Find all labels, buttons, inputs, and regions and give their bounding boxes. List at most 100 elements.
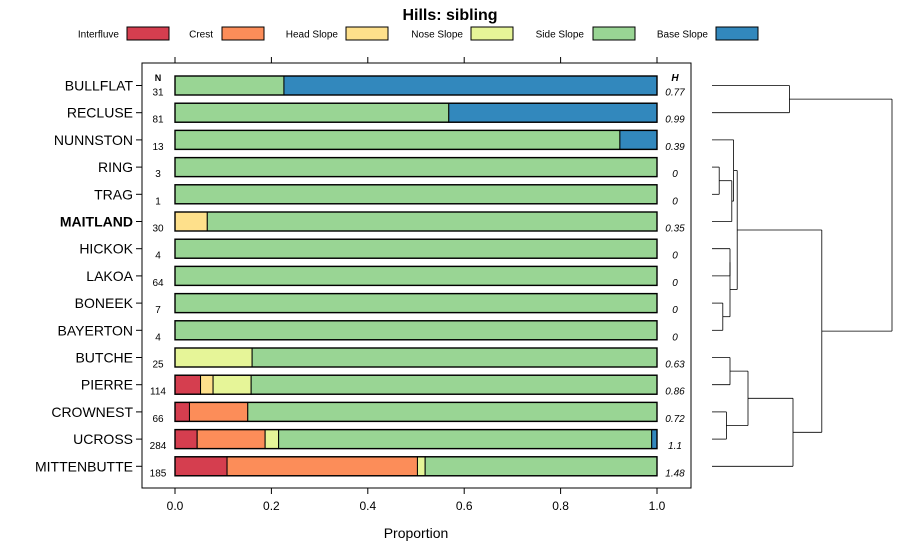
category-label-trag: TRAG [94, 186, 133, 202]
n-value-8: 7 [155, 305, 161, 316]
bar-outline-2 [174, 129, 658, 151]
bar-outline-4 [174, 184, 658, 205]
n-value-4: 1 [155, 196, 161, 207]
category-label-pierre: PIERRE [81, 377, 133, 393]
bar-segment-maitland-4 [206, 211, 658, 232]
category-label-ucross: UCROSS [73, 431, 133, 447]
bar-segment-recluse-5 [448, 102, 658, 123]
x-tick-label-1: 0.2 [263, 499, 280, 513]
legend-label-0: Interfluve [78, 30, 120, 41]
bar-segment-recluse-4 [174, 102, 450, 123]
bar-segment-ucross-0 [174, 429, 198, 450]
bar-segment-pierre-4 [250, 374, 658, 395]
legend-swatch-3 [470, 26, 514, 41]
bar-outline-13 [174, 428, 658, 450]
bar-segment-mittenbutte-3 [416, 456, 426, 477]
bar-segment-hickok-4 [174, 238, 658, 259]
h-value-9: 0 [672, 332, 678, 343]
h-value-2: 0.39 [665, 142, 685, 153]
bar-outline-3 [174, 156, 658, 178]
bar-outline-8 [174, 292, 658, 314]
n-value-5: 30 [152, 224, 164, 235]
h-value-8: 0 [672, 305, 678, 316]
n-value-11: 114 [150, 387, 166, 398]
bar-segment-pierre-0 [174, 374, 202, 395]
bar-outline-12 [174, 401, 658, 423]
category-label-ring: RING [98, 159, 133, 175]
category-label-mittenbutte: MITTENBUTTE [35, 458, 133, 474]
legend-label-3: Nose Slope [411, 30, 463, 41]
category-label-recluse: RECLUSE [67, 105, 133, 121]
bar-segment-bullflat-4 [174, 75, 285, 96]
legend-label-1: Crest [189, 30, 213, 41]
legend-swatch-1 [221, 26, 265, 41]
bar-segment-trag-4 [174, 184, 658, 205]
x-axis-label: Proportion [384, 525, 449, 541]
bar-segment-ring-4 [174, 157, 658, 178]
category-label-boneek: BONEEK [75, 295, 134, 311]
bar-outline-0 [174, 75, 658, 96]
legend-swatch-4 [592, 26, 636, 41]
x-tick-label-4: 0.8 [552, 499, 569, 513]
bar-segment-crownest-1 [188, 401, 249, 422]
n-header: N [155, 73, 162, 83]
category-label-nunnston: NUNNSTON [54, 132, 133, 148]
h-value-1: 0.99 [665, 115, 685, 126]
bar-outline-6 [174, 238, 658, 259]
legend-label-5: Base Slope [657, 30, 709, 41]
bar-segment-ucross-1 [196, 429, 266, 450]
bar-segment-mittenbutte-1 [226, 456, 418, 477]
legend-swatch-2 [345, 26, 389, 41]
n-value-6: 4 [155, 251, 161, 262]
bar-segment-bayerton-4 [174, 320, 658, 341]
n-value-12: 66 [152, 414, 164, 425]
bar-outline-9 [174, 320, 658, 341]
x-tick-label-5: 1.0 [649, 499, 666, 513]
chart-title: Hills: sibling [402, 7, 497, 24]
h-value-10: 0.63 [665, 360, 685, 371]
h-value-14: 1.48 [665, 468, 685, 479]
h-value-3: 0 [672, 169, 678, 180]
x-tick-label-2: 0.4 [359, 499, 376, 513]
bar-segment-pierre-3 [212, 374, 252, 395]
bar-segment-mittenbutte-4 [424, 456, 658, 477]
category-label-crownest: CROWNEST [51, 404, 133, 420]
h-value-13: 1.1 [668, 441, 682, 452]
legend: Interfluve Crest Head Slope Nose Slope Side … [78, 26, 759, 41]
h-value-5: 0.35 [665, 224, 685, 235]
n-value-7: 64 [152, 278, 164, 289]
bar-segment-mittenbutte-0 [174, 456, 228, 477]
bar-segment-crownest-0 [174, 401, 190, 422]
legend-swatch-0 [126, 26, 170, 41]
n-value-3: 3 [155, 169, 161, 180]
n-value-13: 284 [150, 441, 167, 452]
x-tick-label-0: 0.0 [167, 499, 184, 513]
bar-segment-butche-4 [251, 347, 658, 368]
bar-segment-lakoa-4 [174, 265, 658, 286]
bar-segment-ucross-3 [264, 429, 280, 450]
bar-segment-boneek-4 [174, 293, 658, 314]
legend-swatch-5 [715, 26, 759, 41]
n-value-14: 185 [150, 468, 167, 479]
legend-label-2: Head Slope [286, 30, 339, 41]
h-value-11: 0.86 [665, 387, 685, 398]
bar-segment-ucross-5 [651, 429, 658, 450]
n-value-0: 31 [152, 88, 164, 99]
n-value-9: 4 [155, 332, 161, 343]
bar-segment-ucross-4 [278, 429, 653, 450]
bar-outline-11 [174, 374, 658, 395]
legend-label-4: Side Slope [536, 30, 585, 41]
category-label-bayerton: BAYERTON [58, 322, 133, 338]
category-label-hickok: HICKOK [79, 241, 133, 257]
h-header: H [671, 73, 679, 84]
bar-outline-14 [174, 456, 658, 477]
category-label-butche: BUTCHE [75, 350, 133, 366]
h-value-7: 0 [672, 278, 678, 289]
bar-outline-5 [174, 211, 658, 232]
h-value-0: 0.77 [665, 88, 685, 99]
bar-segment-bullflat-5 [283, 75, 658, 96]
h-value-4: 0 [672, 196, 678, 207]
bar-segment-pierre-2 [200, 374, 214, 395]
n-value-10: 25 [152, 360, 164, 371]
